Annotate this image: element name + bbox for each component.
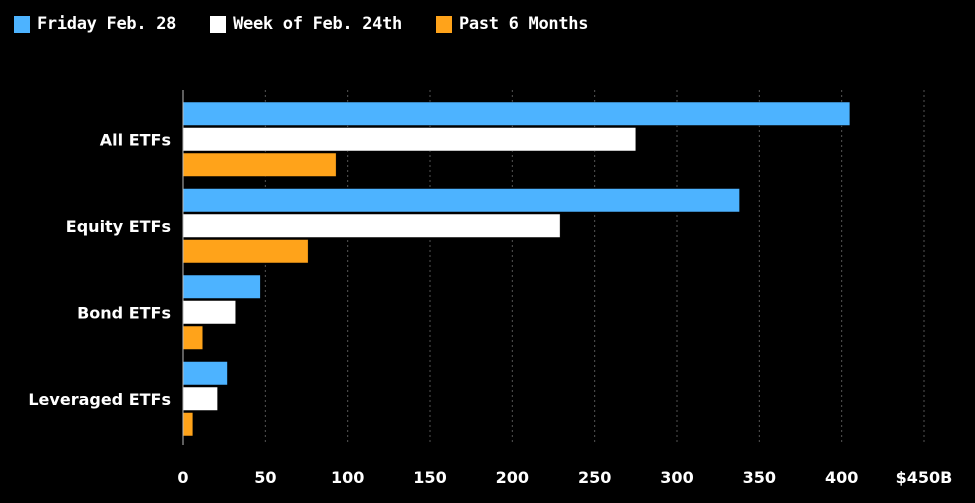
bar-bond-etfs-week xyxy=(182,300,236,325)
x-tick-label-150: 150 xyxy=(413,468,446,487)
x-tick-label-300: 300 xyxy=(660,468,693,487)
legend-label-week: Week of Feb. 24th xyxy=(233,14,402,34)
bar-leveraged-etfs-week xyxy=(182,386,218,411)
x-tick-label-450: $450B xyxy=(896,468,953,487)
legend-swatch-week xyxy=(210,15,227,33)
legend-item-week: Week of Feb. 24th xyxy=(210,14,402,34)
category-label-leveraged-etfs: Leveraged ETFs xyxy=(28,390,171,409)
x-tick-label-100: 100 xyxy=(331,468,364,487)
bar-equity-etfs-six-months xyxy=(182,239,309,264)
x-tick-label-0: 0 xyxy=(177,468,188,487)
legend: Friday Feb. 28 Week of Feb. 24th Past 6 … xyxy=(14,14,622,34)
x-tick-label-350: 350 xyxy=(743,468,776,487)
legend-swatch-friday xyxy=(14,15,30,33)
legend-item-friday: Friday Feb. 28 xyxy=(14,14,176,34)
x-tick-label-250: 250 xyxy=(578,468,611,487)
x-tick-label-50: 50 xyxy=(254,468,276,487)
category-label-equity-etfs: Equity ETFs xyxy=(66,217,171,236)
bar-all-etfs-friday xyxy=(182,101,851,126)
bar-leveraged-etfs-friday xyxy=(182,361,228,386)
bar-all-etfs-six-months xyxy=(182,152,337,177)
legend-item-six-months: Past 6 Months xyxy=(436,14,588,34)
x-tick-label-200: 200 xyxy=(496,468,529,487)
legend-swatch-six-months xyxy=(436,15,452,33)
x-tick-label-400: 400 xyxy=(825,468,858,487)
bar-bond-etfs-friday xyxy=(182,274,261,299)
bar-bond-etfs-six-months xyxy=(182,325,204,350)
legend-label-six-months: Past 6 Months xyxy=(459,14,589,34)
bar-leveraged-etfs-six-months xyxy=(182,412,194,437)
legend-label-friday: Friday Feb. 28 xyxy=(37,14,177,34)
bar-all-etfs-week xyxy=(182,127,637,152)
category-label-all-etfs: All ETFs xyxy=(100,130,171,149)
category-label-bond-etfs: Bond ETFs xyxy=(77,303,171,322)
bar-equity-etfs-friday xyxy=(182,188,740,213)
bar-equity-etfs-week xyxy=(182,213,561,238)
